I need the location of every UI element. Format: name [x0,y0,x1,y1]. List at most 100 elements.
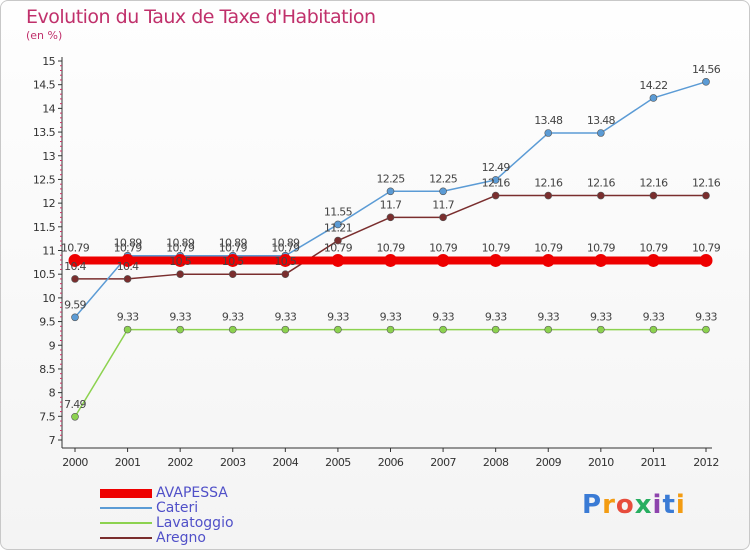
data-label: 10.89 [114,237,143,250]
data-label: 10.5 [274,255,296,268]
data-point [439,187,447,196]
y-tick-label: 14 [42,102,55,115]
legend-swatch [100,488,152,498]
data-label: 10.79 [692,241,721,254]
data-label: 10.79 [482,241,511,254]
data-label: 10.79 [587,241,616,254]
data-point [228,325,237,334]
x-tick-label: 2000 [62,456,88,469]
x-tick-label: 2006 [378,456,404,469]
axes: 7 7.5 8 8.5 9 9.5 10 10.5 11 11.5 12 12.5 13 13.5 14 14… [33,55,719,469]
logo-letter: r [602,490,616,520]
data-point [281,325,290,334]
legend-item: Cateri [100,500,199,516]
data-point [491,325,500,334]
logo-letter: i [675,490,686,520]
data-label: 12.49 [482,161,511,174]
data-point [228,270,237,278]
x-tick-label: 2002 [167,456,193,469]
data-label: 9.33 [643,311,665,324]
data-point [544,129,553,137]
logo-letter: i [652,490,663,520]
data-label: 9.33 [485,311,507,324]
data-label: 9.33 [695,311,717,324]
data-point [597,191,605,200]
y-tick-label: 13.5 [33,126,56,139]
data-point [71,412,79,421]
data-point [597,129,605,137]
data-point [702,78,710,86]
x-tick-label: 2012 [693,456,719,469]
x-tick-label: 2004 [273,456,299,469]
y-tick-label: 9 [49,339,56,352]
proxiti-logo: Proxiti [582,490,686,520]
data-point [649,325,658,334]
data-label: 9.33 [117,311,139,324]
data-label: 12.16 [482,177,511,190]
data-point [176,325,184,334]
legend-label: Cateri [156,500,199,516]
data-point [386,187,395,196]
data-point [173,253,187,267]
data-point [491,176,500,184]
data-point [439,213,447,222]
x-tick-label: 2005 [325,456,351,469]
chart-subtitle: (en %) [26,29,63,42]
logo-letter: t [662,490,676,520]
data-point [544,191,553,200]
data-label: 10.79 [534,241,563,254]
data-point [123,275,132,283]
data-point [386,213,395,222]
data-label: 10.79 [166,241,195,254]
series-labels: 10.79 10.79 10.79 10.79 10.79 10.79 10.79 10.79… [61,63,721,411]
data-point [699,253,713,267]
data-label: 10.89 [166,237,195,250]
y-tick-label: 12 [42,197,55,210]
data-point [71,275,79,283]
data-label: 9.33 [590,311,612,324]
x-tick-label: 2010 [588,456,614,469]
legend-item: Aregno [100,530,206,546]
legend-item: AVAPESSA [100,485,228,501]
data-label: 10.79 [61,241,90,254]
data-point [702,325,710,334]
y-tick-label: 15 [42,55,55,68]
data-point [384,253,397,267]
data-label: 9.33 [169,311,191,324]
data-label: 10.79 [639,241,668,254]
data-point [121,253,135,267]
y-tick-label: 7.5 [39,410,55,423]
data-label: 10.79 [219,241,248,254]
data-point [649,94,658,102]
data-point [281,270,290,278]
data-label: 11.7 [380,198,402,211]
legend-label: AVAPESSA [156,485,228,501]
data-label: 10.5 [222,255,244,268]
logo-letter: x [634,490,653,520]
data-label: 10.79 [377,241,406,254]
data-point [386,325,395,334]
y-tick-label: 11 [42,245,55,258]
data-point [649,191,658,200]
data-point [226,253,240,267]
legend-label: Aregno [156,530,206,546]
data-label: 10.89 [219,237,248,250]
data-point [334,325,342,334]
data-label: 9.33 [274,311,296,324]
x-tick-label: 2011 [641,456,667,469]
data-label: 9.59 [64,298,86,311]
legend-swatch [100,522,152,524]
x-tick-label: 2009 [535,456,561,469]
data-point [278,253,292,267]
legend-item: Lavatoggio [100,515,234,531]
data-label: 14.56 [692,63,721,76]
logo-letter: o [615,490,635,520]
data-label: 9.33 [380,311,402,324]
data-point [68,253,82,267]
data-point [702,191,710,200]
data-label: 10.5 [169,255,191,268]
data-point [71,313,79,322]
data-label: 9.33 [537,311,559,324]
